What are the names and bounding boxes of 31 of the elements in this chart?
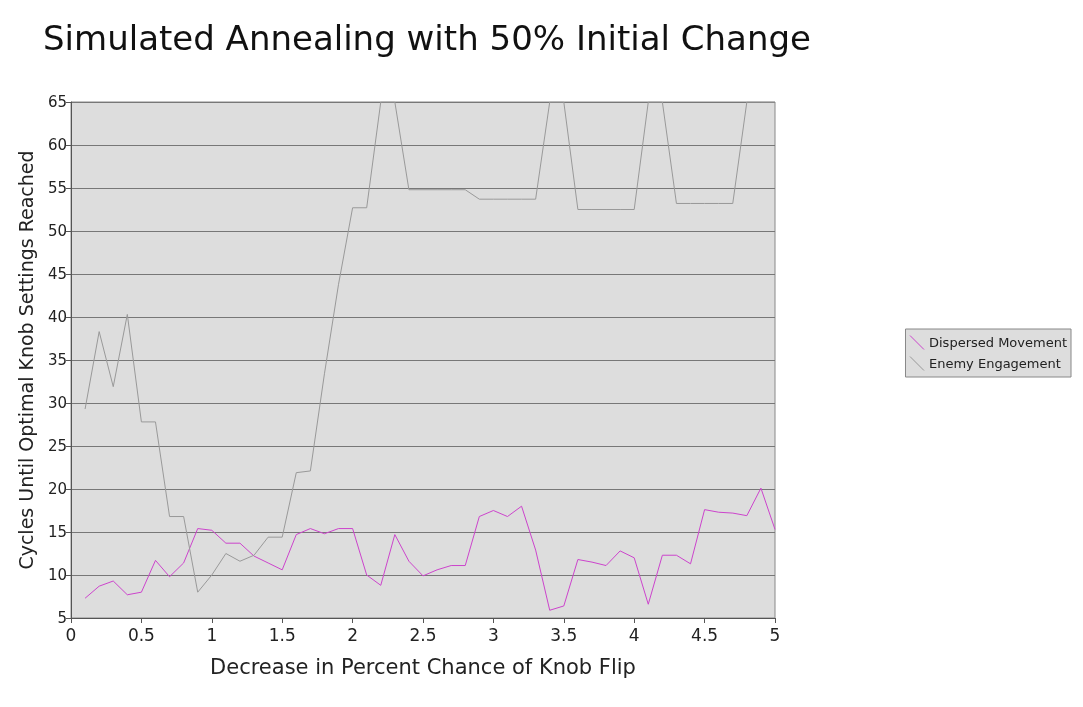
y-tick-label: 20 (47, 480, 67, 498)
y-tick-label: 5 (57, 609, 67, 627)
x-tick-label: 0.5 (127, 624, 155, 645)
y-tick-label: 55 (47, 179, 67, 197)
y-tick-label: 50 (47, 222, 67, 240)
y-tick-label: 45 (47, 265, 67, 283)
y-tick-label: 10 (47, 566, 67, 584)
y-tick-label: 30 (47, 394, 67, 412)
x-tick-label: 2 (347, 624, 359, 645)
x-tick-label: 1 (206, 624, 218, 645)
y-tick-label: 65 (47, 93, 67, 111)
y-tick-label: 40 (47, 308, 67, 326)
y-tick-label: 15 (47, 523, 67, 541)
line-series (84, 487, 776, 611)
y-tick-label: 35 (47, 351, 67, 369)
chart-title: Simulated Annealing with 50% Initial Change (43, 18, 811, 58)
y-axis-title: Cycles Until Optimal Knob Settings Reached (14, 150, 37, 570)
x-tick-label: 2.5 (409, 624, 437, 645)
x-axis-title: Decrease in Percent Chance of Knob Flip (210, 654, 636, 679)
x-tick-label: 5 (769, 624, 781, 645)
legend-label: Enemy Engagement (929, 356, 1061, 371)
y-tick-label: 60 (47, 136, 67, 154)
x-tick-label: 4 (628, 624, 640, 645)
y-tick-label: 25 (47, 437, 67, 455)
line-series (84, 101, 776, 593)
x-tick-label: 3.5 (550, 624, 578, 645)
x-tick-label: 3 (487, 624, 499, 645)
x-tick-label: 4.5 (691, 624, 719, 645)
legend-label: Dispersed Movement (929, 335, 1068, 350)
x-tick-label: 1.5 (268, 624, 296, 645)
x-tick-label: 0 (65, 624, 77, 645)
